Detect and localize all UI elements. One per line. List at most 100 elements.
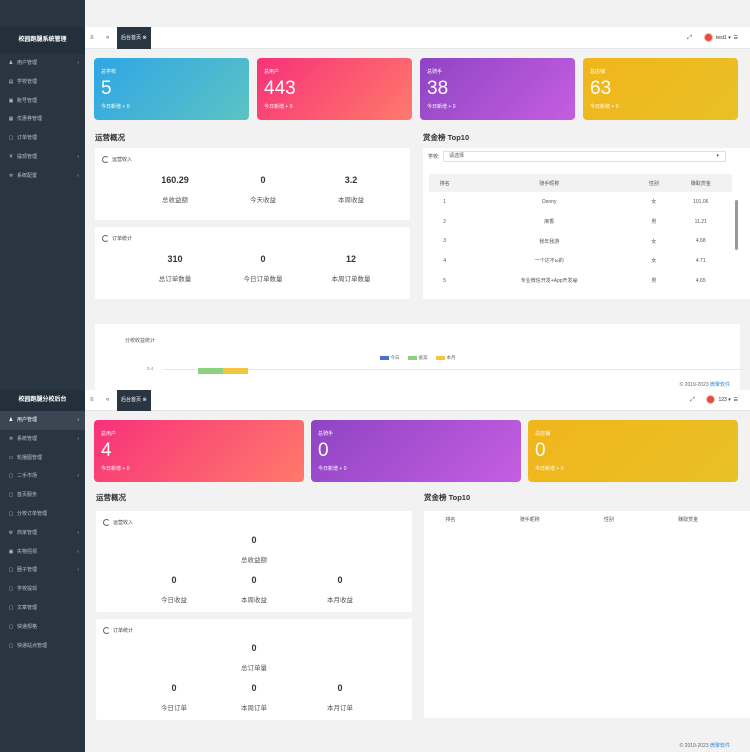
chart-panel: 分校收益统计 今日 备案 本月 0.4 <box>95 324 743 390</box>
stat-value: 12 <box>345 254 356 264</box>
sidebar-item[interactable]: ▢ 快递规格 <box>0 618 85 637</box>
scrollbar[interactable] <box>735 200 738 250</box>
sidebar-item[interactable]: ▢ 二手市场 ‹ <box>0 467 85 486</box>
stat-item: 12 本周订单数量 <box>316 254 386 283</box>
sidebar-item[interactable]: ¥ 提现管理 ‹ <box>0 148 85 167</box>
stat-value: 0 <box>251 575 257 585</box>
sidebar-item[interactable]: ⚙ 商家管理 ‹ <box>0 524 85 543</box>
stat-item: 0 今日收益 <box>139 575 209 604</box>
more-icon[interactable]: ☰ <box>733 397 738 403</box>
sidebar-item[interactable]: ▤ 学校管理 <box>0 73 85 92</box>
chevron-left-icon: ‹ <box>77 473 79 480</box>
sidebar-item[interactable]: ▭ 轮播图管理 <box>0 449 85 468</box>
chart-bar <box>223 368 248 374</box>
sidebar: 校园跑腿分校后台 ♟ 用户管理 ‹ ✲ 系统管理 ‹ ▭ 轮播图管理 ▢ 二手市场 ‹ ▢ 首页服务 ▢ 分… <box>0 390 85 752</box>
column-header: 排名 <box>429 174 461 192</box>
stat-card: 总用户 4 今日新增 + 0 <box>94 420 304 482</box>
column-header: 骑手昵称 <box>460 174 639 192</box>
sidebar-item[interactable]: ▢ 学校提现 <box>0 580 85 599</box>
y-tick-label: 0.4 <box>147 366 154 371</box>
footer-brand[interactable]: 微擎软件 <box>709 382 730 388</box>
tab-prev-icon[interactable]: « <box>106 397 110 403</box>
stat-value: 0 <box>337 683 343 693</box>
ops-title: 运营概况 <box>95 133 125 142</box>
person-icon: ♟ <box>8 60 14 66</box>
card-title: 总店铺 <box>590 69 606 75</box>
home-icon: ▢ <box>8 492 14 499</box>
card-title: 总用户 <box>101 431 117 437</box>
chart-icon <box>103 519 110 527</box>
stat-item: 160.29 总收益额 <box>140 175 210 204</box>
legend-item[interactable]: 今日 <box>379 355 400 361</box>
table-row[interactable]: 4 一个达不ω的 女 4.71 <box>429 251 732 271</box>
chart-title: 分校收益统计 <box>125 338 156 344</box>
rank-table: 排名 骑手昵称 性别 赚取赏金 1 Denny 女 101.06 2 麻香男 11.21 3 我年我游女… <box>429 174 732 290</box>
close-icon[interactable]: ⊗ <box>142 397 147 403</box>
tab-prev-icon[interactable]: « <box>106 35 110 41</box>
card-footer: 今日新增 + 0 <box>535 466 564 472</box>
stat-value: 3.2 <box>344 175 358 185</box>
legend-item[interactable]: 备案 <box>407 355 428 361</box>
table-cell: 5 <box>443 277 447 284</box>
table-row[interactable]: 3 我年我游 女 4.68 <box>429 231 732 251</box>
card-value: 38 <box>427 78 449 99</box>
order-icon: ▢ <box>8 135 14 142</box>
stat-label: 本月订单 <box>327 705 353 712</box>
sidebar-item[interactable]: ♟ 用户管理 ‹ <box>0 54 85 73</box>
table-cell: 一个达不ω的 <box>534 258 564 265</box>
stat-item: 0 本周订单 <box>219 683 289 712</box>
school-select[interactable]: 请选择 ▾ <box>443 151 726 162</box>
close-icon[interactable]: ⊗ <box>142 35 147 41</box>
stat-label: 今日收益 <box>161 597 187 604</box>
stat-label: 今天收益 <box>250 197 276 204</box>
footer-brand[interactable]: 微擎软件 <box>709 743 730 749</box>
table-header-row: 排名 骑手昵称 性别 赚取赏金 <box>429 174 732 192</box>
table-row[interactable]: 2 麻香 男 11.21 <box>429 212 732 232</box>
income-header: 运营收入 <box>103 519 133 527</box>
station-icon: ▢ <box>8 642 14 649</box>
sidebar-item[interactable]: ♟ 用户管理 ‹ <box>0 411 85 430</box>
sidebar-item[interactable]: ▢ 分校订单管理 <box>0 505 85 524</box>
sidebar-item[interactable]: ▣ 账号管理 <box>0 92 85 111</box>
sidebar-item[interactable]: ▢ 快递站点管理 <box>0 637 85 656</box>
menu-toggle-icon[interactable]: ≡ <box>90 397 94 403</box>
fullscreen-icon[interactable]: ⤢ <box>687 35 692 41</box>
admin-screenshot-branch: 校园跑腿分校后台 ♟ 用户管理 ‹ ✲ 系统管理 ‹ ▭ 轮播图管理 ▢ 二手市场 ‹ ▢ 首页服务 ▢ 分… <box>0 390 750 752</box>
sidebar-item[interactable]: ▢ 圈子管理 ‹ <box>0 561 85 580</box>
sidebar-item[interactable]: ▢ 首页服务 <box>0 486 85 505</box>
stat-item: 0 本月订单 <box>305 683 375 712</box>
user-menu[interactable]: 123 ▾ ☰ <box>706 390 738 411</box>
table-row[interactable]: 1 Denny 女 101.06 <box>429 192 732 212</box>
sidebar-item-label: 系统配置 <box>17 172 38 179</box>
sidebar-item[interactable]: ▣ 失物招领 ‹ <box>0 543 85 562</box>
menu-toggle-icon[interactable]: ≡ <box>90 35 94 41</box>
orders-header: 订单统计 <box>102 235 132 243</box>
table-cell: 男 <box>651 278 657 285</box>
chart-icon <box>102 156 109 164</box>
stat-card: 总用户 443 今日新增 + 0 <box>257 58 412 120</box>
card-value: 0 <box>318 440 329 461</box>
school-icon: ▤ <box>8 78 14 85</box>
avatar <box>703 33 713 43</box>
sidebar-item[interactable]: ▢ 文章管理 <box>0 599 85 618</box>
fullscreen-icon[interactable]: ⤢ <box>690 397 695 403</box>
card-title: 总用户 <box>264 69 280 75</box>
table-cell: 3 <box>443 238 447 245</box>
tab-home[interactable]: 后台首页 ⊗ <box>117 27 151 49</box>
sidebar-item[interactable]: ✲ 系统配置 ‹ <box>0 167 85 186</box>
stat-card: 总店铺 0 今日新增 + 0 <box>528 420 738 482</box>
filter-label: 学校: <box>428 154 440 160</box>
table-row[interactable]: 5 专业微信开发+App开发😁 男 4.65 <box>429 271 732 291</box>
orders-title: 订单统计 <box>113 628 134 634</box>
tab-home[interactable]: 后台首页 ⊗ <box>117 390 151 411</box>
table-cell: 麻香 <box>544 219 555 226</box>
sidebar-item[interactable]: ▢ 订单管理 <box>0 129 85 148</box>
more-icon[interactable]: ☰ <box>733 35 738 41</box>
stat-item: 0 今天收益 <box>228 175 298 204</box>
merchant-icon: ⚙ <box>8 529 14 536</box>
rank-title: 赏金榜 Top10 <box>424 493 471 502</box>
sidebar-item[interactable]: ✲ 系统管理 ‹ <box>0 430 85 449</box>
user-menu[interactable]: test1 ▾ ☰ <box>703 27 738 49</box>
legend-item[interactable]: 本月 <box>435 355 456 361</box>
sidebar-item[interactable]: ▦ 优惠券管理 <box>0 110 85 129</box>
